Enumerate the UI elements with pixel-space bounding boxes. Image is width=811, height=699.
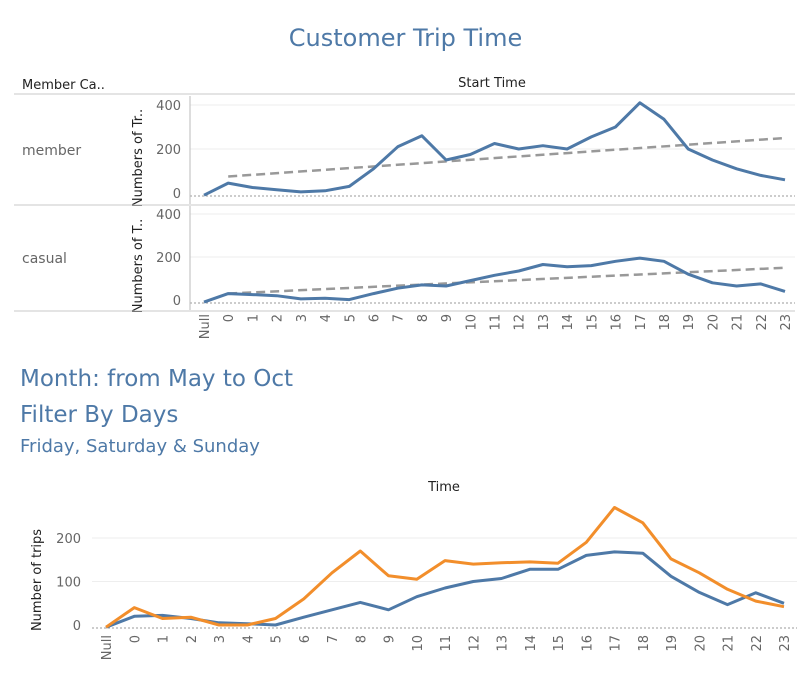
x-tick-label: 4 <box>241 635 256 643</box>
x-tick-label: 10 <box>411 635 426 652</box>
x-tick-label: 2 <box>271 314 286 322</box>
y-tick-label: 0 <box>173 294 181 309</box>
x-tick-label: 12 <box>513 314 528 331</box>
x-tick-label: 5 <box>343 314 358 322</box>
x-tick-label: 7 <box>326 635 341 643</box>
days-filter-caption: Filter By Days <box>20 402 179 428</box>
x-tick-label: 23 <box>779 314 794 331</box>
row-header-label: Member Ca.. <box>22 78 105 93</box>
y-tick-label: 100 <box>56 576 81 591</box>
y-axis-title: Numbers of T.. <box>131 219 146 313</box>
x-tick-label: 20 <box>706 314 721 331</box>
x-tick-label: 22 <box>750 635 765 652</box>
x-tick-label: 2 <box>185 635 200 643</box>
x-axis-title: Time <box>427 480 460 495</box>
x-tick-label: 3 <box>213 635 228 643</box>
x-tick-label: 14 <box>524 635 539 652</box>
x-tick-label: 6 <box>367 314 382 322</box>
x-tick-label: 18 <box>637 635 652 652</box>
x-tick-label: 19 <box>682 314 697 331</box>
y-axis-title: Numbers of Tr.. <box>131 109 146 207</box>
x-tick-label: 19 <box>665 635 680 652</box>
x-tick-label: Null <box>100 635 115 660</box>
y-axis-title: Number of trips <box>30 529 45 631</box>
x-tick-label: 14 <box>561 314 576 331</box>
trend-line <box>228 136 786 178</box>
column-header-label: Start Time <box>458 76 526 91</box>
x-tick-label: 10 <box>464 314 479 331</box>
x-tick-label: 6 <box>298 635 313 643</box>
x-tick-label: 12 <box>467 635 482 652</box>
x-tick-label: 8 <box>416 314 431 322</box>
x-tick-label: 23 <box>778 635 793 652</box>
x-tick-label: Null <box>198 314 213 339</box>
x-tick-label: 22 <box>755 314 770 331</box>
series-line-2 <box>105 506 785 629</box>
x-tick-label: 0 <box>222 314 237 322</box>
x-tick-label: 11 <box>489 314 504 331</box>
series-line-casual <box>203 256 786 304</box>
days-list-caption: Friday, Saturday & Sunday <box>20 436 260 457</box>
x-tick-label: 1 <box>157 635 172 643</box>
page-title: Customer Trip Time <box>288 24 523 52</box>
row-label-member: member <box>22 143 81 159</box>
x-tick-label: 20 <box>693 635 708 652</box>
y-tick-label: 0 <box>73 619 81 634</box>
x-tick-label: 3 <box>295 314 310 322</box>
month-filter-caption: Month: from May to Oct <box>20 366 294 392</box>
x-tick-label: 7 <box>392 314 407 322</box>
x-tick-label: 18 <box>658 314 673 331</box>
x-tick-label: 15 <box>585 314 600 331</box>
row-label-casual: casual <box>22 251 67 267</box>
y-tick-label: 200 <box>156 143 181 158</box>
x-tick-label: 4 <box>319 314 334 322</box>
series-line-member <box>203 101 786 197</box>
x-tick-label: 16 <box>580 635 595 652</box>
y-tick-label: 400 <box>156 208 181 223</box>
y-tick-label: 200 <box>156 251 181 266</box>
y-tick-label: 400 <box>156 99 181 114</box>
x-tick-label: 11 <box>439 635 454 652</box>
x-tick-label: 8 <box>354 635 369 643</box>
series-line-1 <box>105 550 785 629</box>
x-tick-label: 17 <box>609 635 624 652</box>
x-tick-label: 13 <box>537 314 552 331</box>
x-tick-label: 1 <box>246 314 261 322</box>
x-tick-label: 13 <box>496 635 511 652</box>
x-tick-label: 17 <box>634 314 649 331</box>
y-tick-label: 0 <box>173 187 181 202</box>
x-tick-label: 21 <box>731 314 746 331</box>
trend-line <box>228 266 786 295</box>
x-tick-label: 9 <box>440 314 455 322</box>
x-tick-label: 21 <box>722 635 737 652</box>
x-tick-label: 0 <box>128 635 143 643</box>
x-tick-label: 5 <box>270 635 285 643</box>
x-tick-label: 9 <box>383 635 398 643</box>
y-tick-label: 200 <box>56 532 81 547</box>
x-tick-label: 16 <box>610 314 625 331</box>
x-tick-label: 15 <box>552 635 567 652</box>
